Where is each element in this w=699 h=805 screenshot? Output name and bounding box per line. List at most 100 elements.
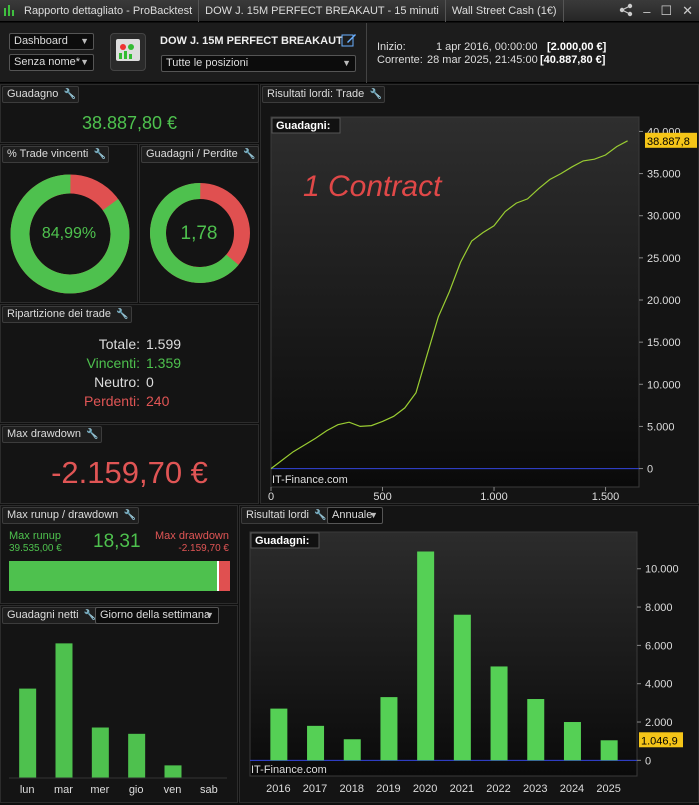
annual-bar: [380, 697, 398, 761]
annual-bar: [417, 551, 435, 761]
x-tick-label: 2017: [303, 783, 327, 795]
wrench-icon[interactable]: 🔧: [123, 510, 136, 521]
last-value-label: 1.046,9: [641, 735, 678, 747]
gain-loss-donut: [150, 183, 250, 283]
share-icon[interactable]: [619, 3, 633, 20]
x-tick-label: 2016: [266, 783, 290, 795]
chevron-down-icon: ▼: [369, 510, 378, 520]
breakdown-row-winners: Vincenti: 1.359: [86, 355, 182, 371]
wrench-icon[interactable]: 🔧: [314, 510, 327, 521]
runup-ratio: 18,31: [93, 531, 141, 552]
window-title: Rapporto dettagliato - ProBacktest: [18, 0, 200, 22]
breakdown-row-neutral: Neutro: 0: [94, 374, 154, 390]
x-tick-label: 2023: [523, 783, 547, 795]
x-tick-label: 2024: [560, 783, 584, 795]
last-value-badge: [639, 732, 683, 748]
y-tick-label: 8.000: [645, 602, 673, 614]
y-tick-label: 30.000: [647, 211, 681, 223]
y-tick-label: 6.000: [645, 640, 673, 652]
y-tick-label: 0: [645, 755, 651, 767]
x-tick-label: 2025: [596, 783, 620, 795]
y-tick-label: 15.000: [647, 337, 681, 349]
breakdown-row-losers: Perdenti: 240: [83, 393, 170, 409]
y-tick-label: 25.000: [647, 253, 681, 265]
panel-header: Guadagni netti 🔧: [2, 607, 100, 624]
annual-bar: [490, 666, 508, 761]
runup-label: Max runup: [9, 530, 61, 542]
chevron-down-icon: ▼: [80, 57, 89, 67]
net-gains-panel: Guadagni netti 🔧 Giorno della settimana ▼ …: [0, 605, 238, 803]
breakdown-panel: Ripartizione dei trade 🔧 Totale: 1.599 Vin…: [0, 304, 259, 423]
gain-loss-value: 1,78: [180, 223, 218, 244]
day-bar: [91, 727, 109, 778]
chart-app-icon: [0, 0, 18, 22]
strategy-tab[interactable]: DOW J. 15M PERFECT BREAKAUT - 15 minuti: [199, 0, 446, 22]
x-tick-label: mer: [90, 784, 109, 796]
annual-bar: [527, 699, 545, 761]
annual-bar: [600, 740, 618, 761]
legend-box: [271, 117, 341, 134]
backtest-icon[interactable]: [110, 33, 146, 71]
panel-header: Guadagni / Perdite 🔧: [141, 146, 259, 163]
chevron-down-icon: ▼: [342, 58, 351, 68]
x-tick-label: 2021: [450, 783, 474, 795]
x-tick-label: lun: [20, 784, 35, 796]
maximize-icon[interactable]: ☐: [660, 3, 673, 18]
name-select[interactable]: Senza nome* ▼: [9, 54, 94, 71]
win-rate-value: 84,99%: [41, 225, 97, 242]
annual-bar: [307, 725, 325, 761]
minimize-icon[interactable]: –: [643, 3, 651, 19]
toolbar: Dashboard ▼ Senza nome* ▼ DOW J. 15M PERFE…: [0, 23, 699, 83]
close-icon[interactable]: ✕: [682, 3, 693, 18]
instrument-tab[interactable]: Wall Street Cash (1€): [446, 0, 564, 22]
wrench-icon[interactable]: 🔧: [63, 89, 77, 100]
plot-area: [270, 116, 640, 488]
day-bar: [128, 733, 146, 778]
y-tick-label: 10.000: [647, 379, 681, 391]
watermark-it-finance: IT-Finance.com: [251, 764, 327, 776]
panel-header: Max runup / drawdown 🔧: [2, 507, 140, 524]
wrench-icon[interactable]: 🔧: [116, 309, 129, 320]
legend-label: Guadagni:: [276, 120, 330, 132]
wrench-icon[interactable]: 🔧: [83, 610, 97, 621]
x-tick-label: 1.500: [592, 491, 620, 503]
start-label: Inizio:: [377, 41, 406, 53]
watermark-1-contract: 1 Contract: [303, 170, 443, 203]
dd-value: -2.159,70 €: [178, 543, 229, 554]
win-rate-panel: % Trade vincenti 🔧 84,99%: [0, 144, 138, 303]
chevron-down-icon: ▼: [205, 610, 214, 620]
y-tick-label: 35.000: [647, 169, 681, 181]
x-tick-label: 500: [373, 491, 391, 503]
edit-icon[interactable]: [341, 32, 357, 48]
runup-value: 39.535,00 €: [9, 543, 62, 554]
wrench-icon[interactable]: 🔧: [93, 149, 107, 160]
watermark-it-finance: IT-Finance.com: [272, 474, 348, 486]
gain-panel: Guadagno 🔧 38.887,80 €: [0, 84, 259, 143]
wrench-icon[interactable]: 🔧: [243, 149, 256, 160]
annual-panel: Risultati lordi 🔧 Annuale ▼ 0 2.000 4.000 6.0…: [239, 505, 699, 803]
legend-box: [250, 532, 320, 549]
last-value-badge: [645, 132, 697, 148]
last-value-label: 38.887,8: [647, 136, 690, 148]
annual-period-select[interactable]: Annuale ▼: [327, 507, 383, 524]
y-tick-label: 4.000: [645, 679, 673, 691]
wrench-icon[interactable]: 🔧: [369, 89, 382, 100]
x-tick-label: 2020: [413, 783, 437, 795]
start-date: 1 apr 2016, 00:00:00: [436, 41, 538, 53]
gain-loss-panel: Guadagni / Perdite 🔧 1,78: [139, 144, 259, 303]
x-tick-label: mar: [54, 784, 73, 796]
x-tick-label: 2022: [486, 783, 510, 795]
x-tick-label: gio: [129, 784, 144, 796]
start-value: [2.000,00 €]: [547, 41, 607, 53]
positions-select[interactable]: Tutte le posizioni ▼: [161, 55, 356, 72]
equity-chart: 0 5.000 10.000 15.000 20.000 25.000 30.000 35.0…: [268, 116, 697, 503]
breakdown-row-total: Totale: 1.599: [98, 336, 182, 352]
title-bar: Rapporto dettagliato - ProBacktest DOW J…: [0, 0, 699, 22]
wrench-icon[interactable]: 🔧: [86, 429, 99, 440]
period-select[interactable]: Giorno della settimana ▼: [95, 607, 219, 624]
x-tick-label: ven: [164, 784, 182, 796]
panel-header: % Trade vincenti 🔧: [2, 146, 110, 163]
dd-label: Max drawdown: [155, 530, 229, 542]
divider: [366, 23, 367, 83]
view-select[interactable]: Dashboard ▼: [9, 33, 94, 50]
